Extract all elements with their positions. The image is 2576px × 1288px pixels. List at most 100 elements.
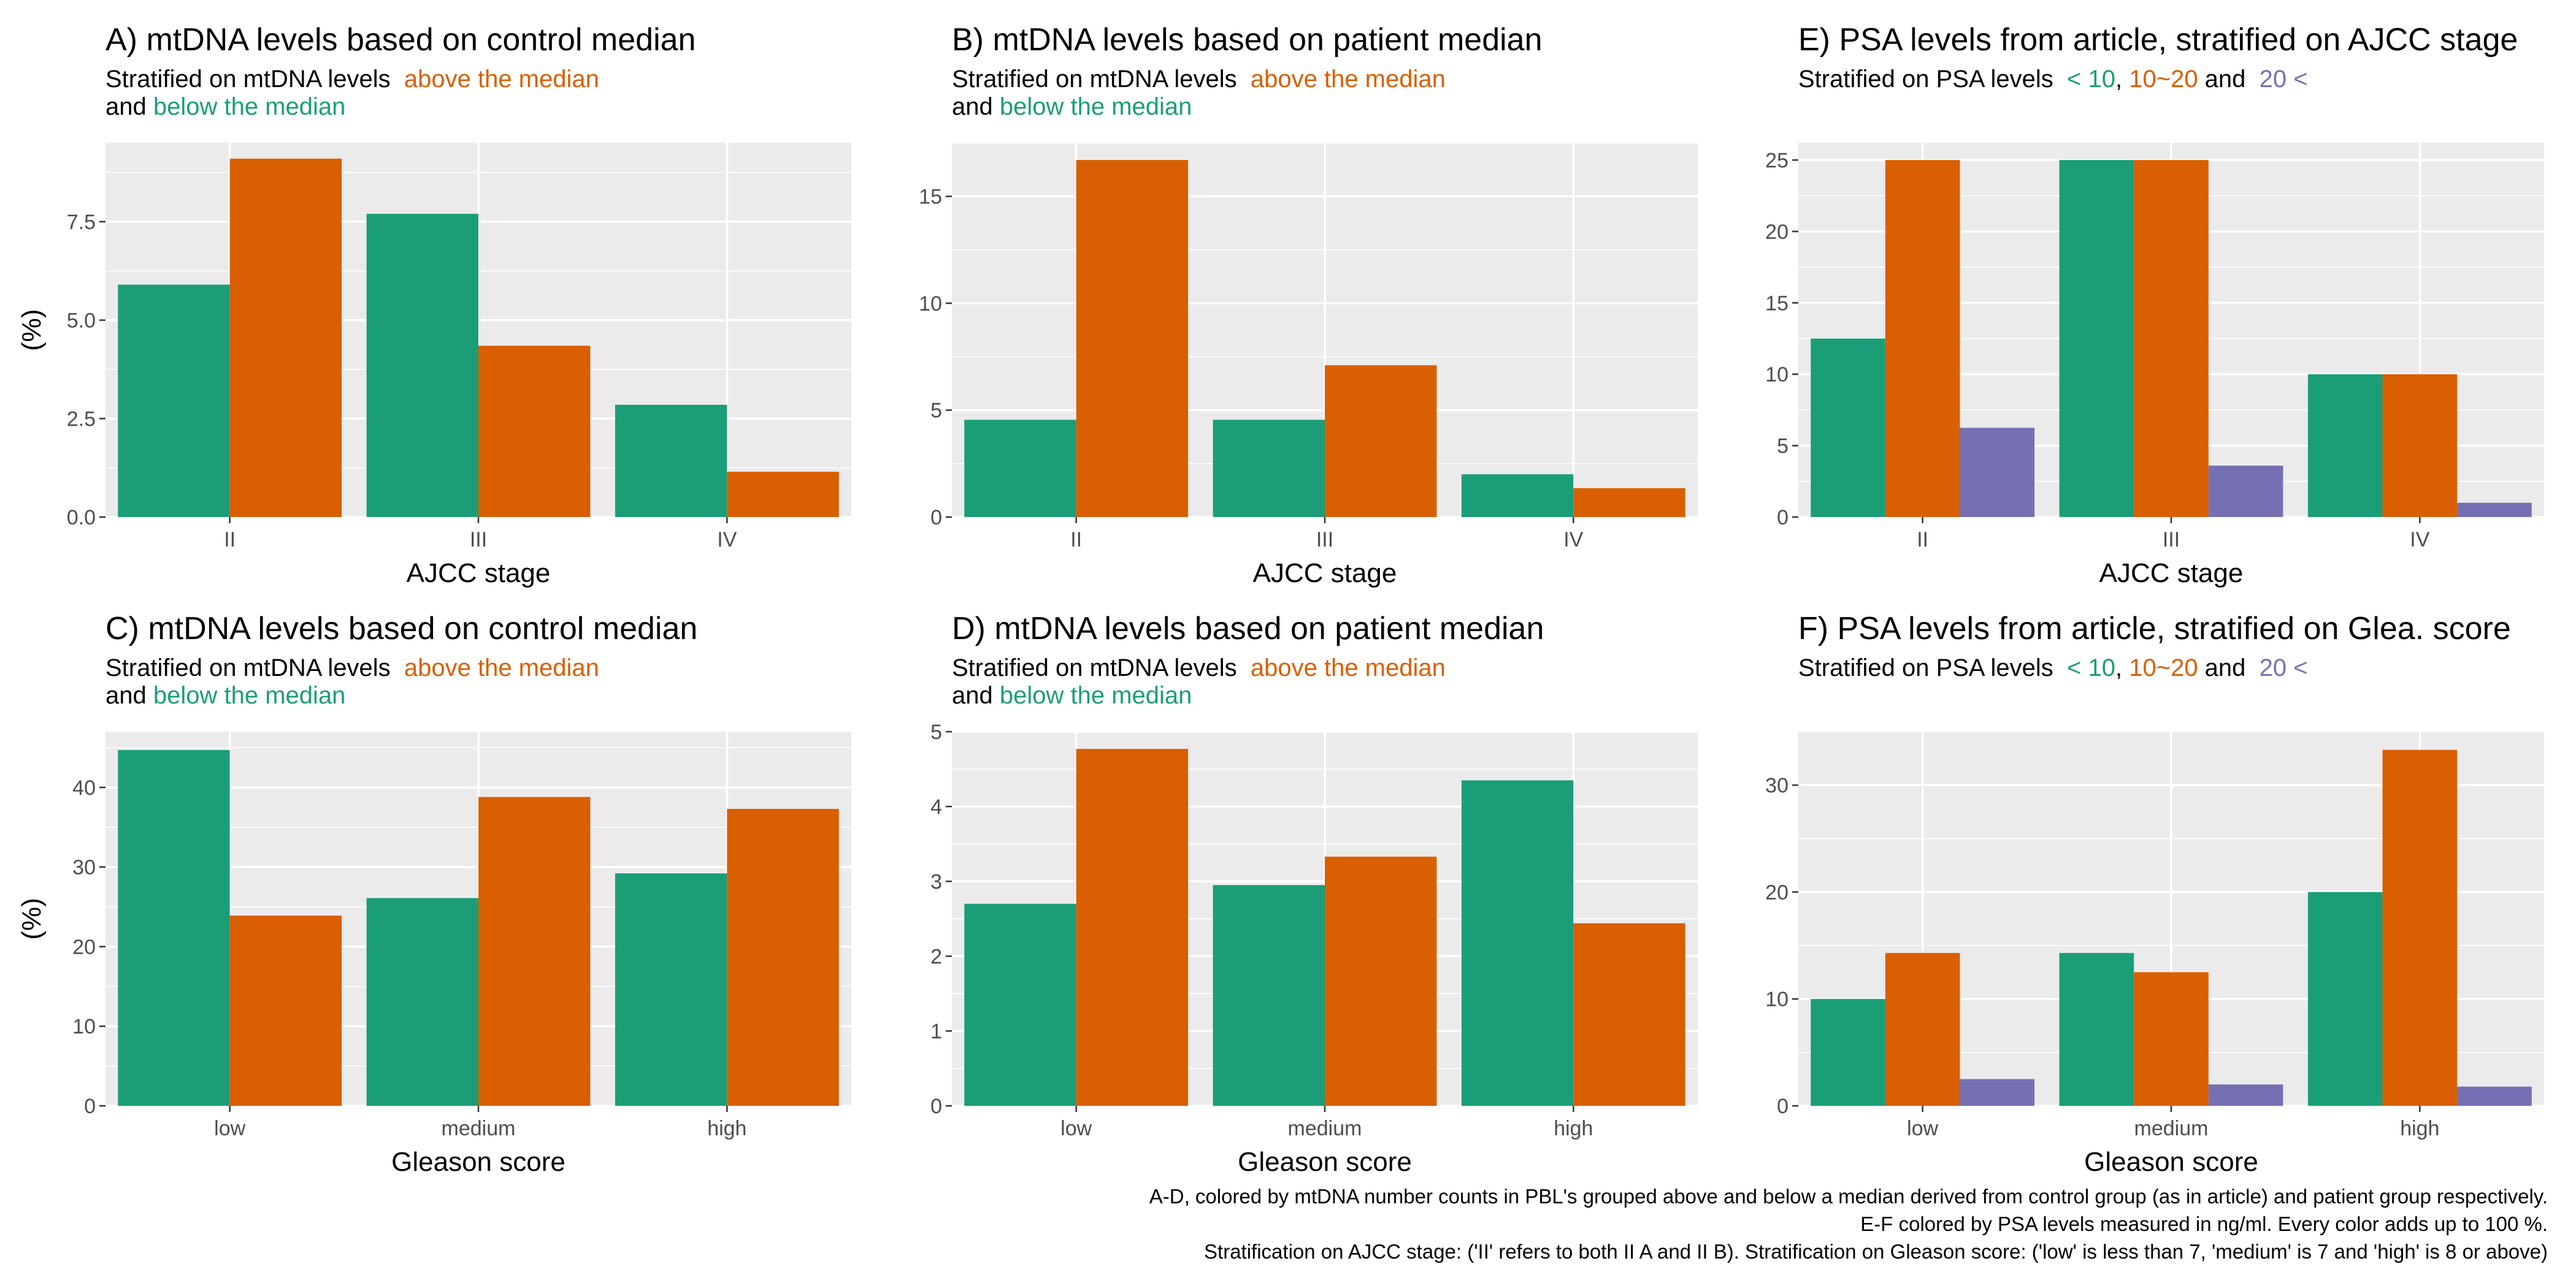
bar [2059,159,2134,517]
x-tick-label: IV [1563,528,1583,551]
subtitle-segment: above the median [404,66,599,93]
bar [1213,420,1325,517]
y-tick-label: 3 [930,870,942,894]
bar [1461,780,1574,1106]
subtitle-segment: 10~20 [2129,654,2198,681]
subtitle-segment: , [2115,654,2129,681]
bar [2307,374,2383,517]
bar [478,345,591,517]
chart-subtitle: Stratified on mtDNA levels above the med… [105,66,599,93]
subtitle-segment: Stratified on mtDNA levels [952,654,1251,681]
x-tick-label: II [224,528,236,551]
subtitle-segment: and [2198,66,2260,93]
bar [615,873,727,1106]
bar [1573,488,1685,517]
y-tick-label: 2 [930,945,942,968]
chart-subtitle: Stratified on PSA levels < 10, 10~20 and… [1798,66,2308,93]
chart-subtitle: and below the median [952,93,1192,120]
subtitle-segment: Stratified on mtDNA levels [105,66,404,93]
bar [2208,466,2283,517]
y-tick-label: 0 [1777,1095,1788,1118]
x-tick-label: III [470,528,487,551]
caption-line-3: Stratification on AJCC stage: ('II' refe… [1204,1240,2548,1263]
bar [478,797,591,1106]
x-tick-label: III [2163,528,2180,551]
bar [1960,427,2035,517]
x-tick-label: III [1316,528,1333,551]
bar [366,213,478,517]
x-tick-label: medium [442,1117,516,1140]
y-tick-label: 15 [919,185,942,209]
bar [1461,474,1574,517]
bar [366,898,478,1106]
y-tick-label: 30 [1765,774,1788,797]
panel-e: E) PSA levels from article, stratified o… [1693,12,2544,601]
subtitle-segment: below the median [1000,682,1192,709]
subtitle-segment: and [105,682,153,709]
x-tick-label: II [1917,528,1928,551]
y-tick-label: 30 [72,856,96,880]
x-tick-label: low [1060,1117,1092,1140]
caption-line-2: E-F colored by PSA levels measured in ng… [1860,1213,2548,1235]
y-tick-label: 10 [1765,363,1788,386]
y-axis-label: (%) [17,898,47,940]
bar [1811,999,1885,1106]
y-axis-label: (%) [17,309,47,351]
bar [727,808,839,1106]
bar [2382,374,2458,517]
subtitle-segment: above the median [1251,66,1446,93]
x-tick-label: high [1554,1117,1593,1140]
bar [2208,1084,2283,1106]
y-tick-label: 20 [72,935,96,959]
panel-b: B) mtDNA levels based on patient median S… [846,12,1698,601]
y-tick-label: 40 [72,776,96,800]
bar [727,472,839,517]
subtitle-segment: Stratified on mtDNA levels [105,654,404,681]
y-tick-label: 0 [84,1095,96,1118]
bar [1811,338,1885,517]
y-tick-label: 10 [72,1015,96,1038]
chart-e: E) PSA levels from article, stratified o… [1765,22,2544,588]
y-tick-label: 10 [919,292,942,315]
chart-c: C) mtDNA levels based on control median S… [17,611,851,1177]
bar [2307,892,2383,1106]
chart-title: B) mtDNA levels based on patient median [952,22,1543,58]
x-tick-label: high [2400,1117,2439,1140]
subtitle-segment: and [952,93,1000,120]
y-tick-label: 1 [930,1020,942,1043]
y-tick-label: 4 [930,795,942,819]
subtitle-segment: and [2198,654,2260,681]
subtitle-segment: and [952,682,1000,709]
y-tick-label: 20 [1765,881,1788,904]
chart-title: F) PSA levels from article, stratified o… [1798,611,2511,646]
chart-subtitle: and below the median [105,682,345,709]
y-tick-label: 10 [1765,988,1788,1011]
chart-title: A) mtDNA levels based on control median [105,22,696,58]
bar [1885,953,1960,1106]
subtitle-segment: 20 < [2260,654,2308,681]
bar [1325,365,1437,517]
y-tick-label: 0 [1777,506,1788,529]
x-axis-label: Gleason score [1238,1147,1412,1177]
bar [1213,885,1325,1106]
subtitle-segment: Stratified on PSA levels [1798,66,2067,93]
subtitle-segment: 10~20 [2129,66,2198,93]
bar [1325,856,1437,1106]
bar [964,420,1076,517]
panel-f: F) PSA levels from article, stratified o… [1693,601,2544,1190]
chart-d: D) mtDNA levels based on patient median S… [930,611,1698,1177]
y-tick-label: 5 [1777,435,1788,458]
panel-d: D) mtDNA levels based on patient median S… [846,601,1698,1190]
x-tick-label: high [707,1117,746,1140]
x-tick-label: II [1070,528,1082,551]
bar [2134,972,2209,1106]
y-tick-label: 2.5 [67,407,96,431]
subtitle-segment: Stratified on mtDNA levels [952,66,1251,93]
bar [229,158,342,517]
subtitle-segment: , [2115,66,2129,93]
bar [2059,953,2134,1106]
panel-a: A) mtDNA levels based on control median S… [0,12,851,601]
x-axis-label: AJCC stage [407,558,551,588]
y-tick-label: 5.0 [67,309,96,332]
x-tick-label: low [1907,1117,1938,1140]
